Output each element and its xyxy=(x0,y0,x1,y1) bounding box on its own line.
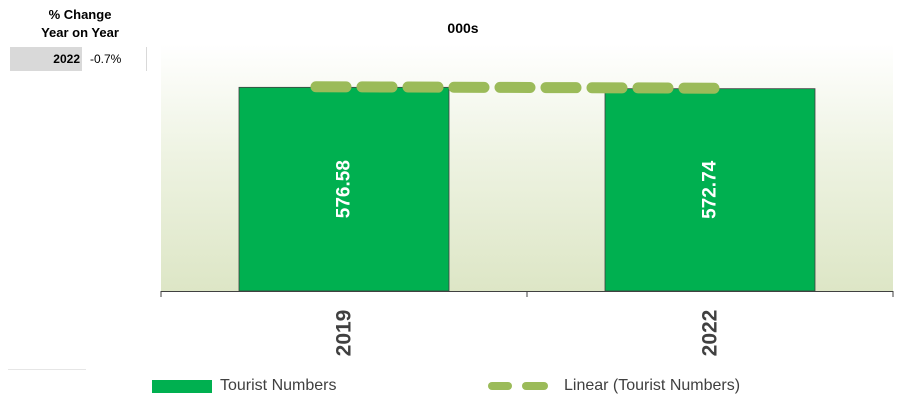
legend-label-linear-trend: Linear (Tourist Numbers) xyxy=(564,377,741,394)
tourist-numbers-chart: 000s 2019 2022 576.58 572.74 xyxy=(160,20,894,357)
legend-item-tourist-numbers: Tourist Numbers xyxy=(152,375,336,397)
panel-divider xyxy=(8,369,86,370)
legend-bar-swatch xyxy=(152,379,212,393)
percent-change-row: 2022 -0.7% xyxy=(10,47,147,71)
trendline xyxy=(310,81,734,94)
percent-change-value: -0.7% xyxy=(90,52,122,66)
legend: Tourist Numbers Linear (Tourist Numbers) xyxy=(150,375,910,397)
bar-2019 xyxy=(238,86,450,292)
percent-change-header: % Change xyxy=(48,7,112,22)
bar-2022 xyxy=(604,88,816,292)
trendline-layer xyxy=(310,81,734,94)
data-label-2019: 576.58 xyxy=(334,160,355,218)
percent-change-year: 2022 xyxy=(10,47,82,71)
x-tick-label-2019: 2019 xyxy=(333,310,356,357)
legend-dash-swatch xyxy=(488,382,548,390)
chart-title: 000s xyxy=(447,20,478,36)
year-on-year-header: Year on Year xyxy=(41,25,119,40)
labels-layer: 576.58 572.74 xyxy=(334,160,721,219)
bars-layer xyxy=(238,86,816,292)
data-label-2022: 572.74 xyxy=(700,160,721,219)
x-tick-label-2022: 2022 xyxy=(699,310,722,357)
x-axis: 2019 2022 xyxy=(160,291,894,357)
legend-label-tourist-numbers: Tourist Numbers xyxy=(220,377,337,394)
legend-item-linear-trend: Linear (Tourist Numbers) xyxy=(488,375,740,397)
